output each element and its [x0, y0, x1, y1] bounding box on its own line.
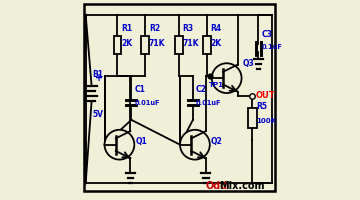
- Text: TP1: TP1: [209, 82, 224, 88]
- Bar: [114, 36, 121, 54]
- Text: 71K: 71K: [149, 39, 165, 48]
- Bar: [248, 108, 257, 128]
- Text: 0.1uF: 0.1uF: [262, 44, 283, 50]
- Text: Mix.com: Mix.com: [219, 181, 264, 191]
- Text: R4: R4: [210, 24, 221, 33]
- Text: 2K: 2K: [210, 39, 221, 48]
- Text: Odd: Odd: [206, 181, 228, 191]
- Text: Q3: Q3: [243, 59, 254, 68]
- Text: C2: C2: [196, 85, 207, 94]
- Text: OUT: OUT: [256, 91, 275, 100]
- Text: R1: R1: [121, 24, 132, 33]
- FancyBboxPatch shape: [84, 4, 275, 191]
- Text: R2: R2: [149, 24, 160, 33]
- Text: 5V: 5V: [92, 110, 103, 119]
- Bar: [203, 36, 211, 54]
- Circle shape: [212, 63, 242, 93]
- Text: R5: R5: [256, 102, 267, 111]
- Text: C1: C1: [134, 85, 145, 94]
- Text: Q1: Q1: [135, 137, 147, 146]
- Circle shape: [104, 130, 134, 160]
- Text: 71K: 71K: [183, 39, 199, 48]
- Text: Q2: Q2: [211, 137, 222, 146]
- Text: R3: R3: [183, 24, 194, 33]
- Text: C3: C3: [262, 30, 273, 39]
- Text: +: +: [95, 73, 103, 83]
- Text: B1: B1: [93, 70, 104, 79]
- Text: 100K: 100K: [256, 118, 276, 124]
- Circle shape: [180, 130, 210, 160]
- Text: 2K: 2K: [121, 39, 132, 48]
- Text: 0.01uF: 0.01uF: [196, 100, 221, 106]
- Bar: [141, 36, 149, 54]
- Bar: [175, 36, 183, 54]
- Text: 0.01uF: 0.01uF: [134, 100, 160, 106]
